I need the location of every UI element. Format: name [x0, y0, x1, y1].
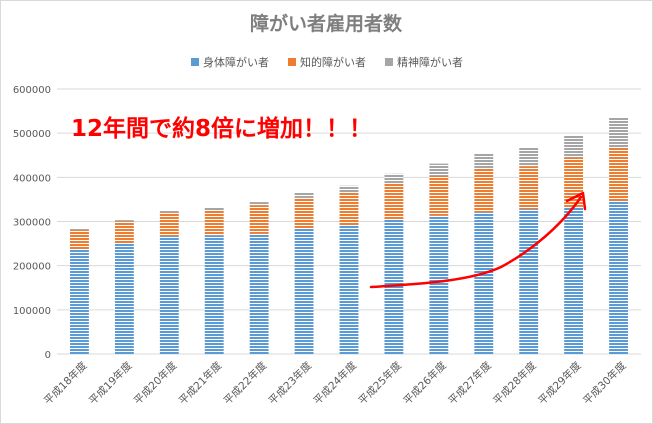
x-tick-label: 平成28年度 — [490, 359, 539, 408]
bar-segment — [70, 249, 89, 354]
bar-segment — [249, 233, 269, 354]
y-tick-label: 100000 — [13, 306, 51, 317]
bar-segment — [609, 201, 628, 354]
growth-arrow — [369, 195, 583, 289]
bar-segment — [474, 153, 494, 169]
bar-segment — [70, 229, 89, 230]
bar-segment — [429, 215, 449, 354]
bar-segment — [384, 183, 404, 220]
bar-segment — [339, 225, 359, 354]
bar-segment — [474, 212, 494, 354]
bar-segment — [204, 207, 224, 211]
legend-swatch-physical — [191, 58, 199, 66]
bar-segment — [609, 147, 628, 202]
bar-segment — [339, 192, 359, 226]
y-tick-label: 0 — [45, 350, 51, 361]
bar-segment — [204, 235, 224, 354]
bar-segment — [519, 209, 539, 354]
x-tick-label: 平成30年度 — [580, 359, 629, 408]
bar-segment — [114, 243, 134, 354]
bar-segment — [114, 220, 134, 222]
y-tick-label: 600000 — [13, 85, 51, 96]
x-tick-label: 平成29年度 — [535, 359, 584, 408]
bar-segment — [339, 185, 359, 193]
x-tick-label: 平成26年度 — [401, 359, 450, 408]
x-tick-label: 平成23年度 — [266, 359, 315, 408]
bar-segment — [114, 221, 134, 244]
x-tick-label: 平成24年度 — [311, 359, 360, 408]
chart-title: 障がい者雇用者数 — [250, 12, 403, 35]
legend-label-mental: 精神障がい者 — [397, 55, 463, 69]
growth-arrow-head — [565, 191, 587, 211]
bar-segment — [294, 228, 314, 354]
x-tick-label: 平成27年度 — [446, 359, 495, 408]
x-tick-label: 平成25年度 — [356, 359, 405, 408]
y-tick-label: 300000 — [13, 218, 51, 229]
x-tick-label: 平成22年度 — [221, 359, 270, 408]
bar-segment — [564, 135, 584, 158]
x-axis-labels: 平成18年度平成19年度平成20年度平成21年度平成22年度平成23年度平成24… — [41, 359, 629, 408]
bar-segment — [249, 205, 269, 234]
x-tick-label: 平成21年度 — [176, 359, 225, 408]
bar-segment — [249, 202, 269, 206]
y-tick-label: 500000 — [13, 129, 51, 140]
bar-segment — [429, 176, 449, 216]
bar-segment — [609, 117, 628, 148]
bar-segment — [474, 168, 494, 213]
bar-segment — [519, 166, 539, 210]
legend-label-physical: 身体障がい者 — [203, 55, 269, 69]
legend-swatch-mental — [385, 58, 393, 66]
bar-segment — [429, 163, 449, 177]
growth-annotation: 12年間で約8倍に増加！！！ — [71, 115, 372, 142]
bar-segment — [159, 210, 179, 213]
bar-segment — [159, 236, 179, 354]
legend: 身体障がい者 知的障がい者 精神障がい者 — [191, 55, 463, 69]
y-axis-ticks: 0 100000 200000 300000 400000 500000 600000 — [13, 85, 51, 361]
y-tick-label: 200000 — [13, 262, 51, 273]
bar-segment — [159, 212, 179, 237]
x-tick-label: 平成18年度 — [41, 359, 90, 408]
bar-segment — [384, 173, 404, 184]
bar-segment — [384, 219, 404, 354]
bar-segment — [294, 192, 314, 198]
bar-segment — [294, 197, 314, 229]
x-tick-label: 平成20年度 — [131, 359, 180, 408]
bar-segment — [564, 206, 584, 354]
legend-swatch-intellectual — [288, 58, 296, 66]
x-tick-label: 平成19年度 — [86, 359, 135, 408]
y-tick-label: 400000 — [13, 173, 51, 184]
bar-segment — [519, 147, 539, 167]
bar-segment — [204, 210, 224, 236]
legend-label-intellectual: 知的障がい者 — [300, 55, 366, 69]
bars — [70, 117, 628, 354]
bar-segment — [70, 229, 89, 250]
